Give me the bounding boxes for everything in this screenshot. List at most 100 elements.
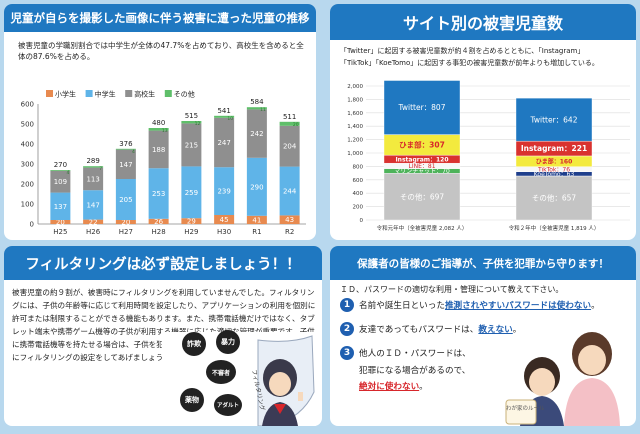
bar-value-label: 242: [250, 130, 263, 138]
number-badge-2: 2: [340, 322, 354, 336]
x-tick-label: H27: [119, 228, 133, 236]
bar-segment: [214, 115, 235, 118]
bar-segment: [214, 167, 235, 215]
bar-total-label: 480: [152, 119, 165, 127]
bubble-violence: 暴力: [216, 330, 240, 354]
x-tick-label: H26: [86, 228, 101, 236]
bar-segment-label: ひま部：307: [399, 139, 445, 149]
bar-segment-label: Twitter：642: [530, 115, 578, 124]
card-guardian-guidance-title: 保護者の皆様のご指導が、子供を犯罪から守ります！: [330, 246, 636, 280]
guidance-item-1-em: 推測されやすいパスワードは使わない: [444, 301, 592, 311]
y-tick-label: 2,000: [347, 84, 363, 90]
bar-total-label: 515: [185, 112, 198, 120]
legend-swatch: [46, 90, 53, 97]
shield-child-illustration: フィルタリング: [250, 335, 315, 426]
card-filtering-title: フィルタリングは必ず設定しましょう！！: [4, 246, 322, 280]
card-victim-trend-desc: 被害児童の学職別割合では中学生が全体の47.7%を占めており、高校生を含めると全…: [18, 41, 304, 62]
bar-value-label: 113: [86, 175, 99, 183]
bar-segment: [83, 219, 104, 224]
bar-segment-label: ひま部：160: [536, 157, 573, 165]
number-badge-3: 3: [340, 346, 354, 360]
bar-segment: [383, 173, 461, 221]
guidance-item-3-post: 。: [419, 382, 428, 392]
bar-segment: [148, 168, 169, 219]
y-tick-label: 0: [360, 218, 364, 224]
bar-value-label: 205: [119, 196, 132, 204]
bar-value-label: 11: [260, 107, 266, 113]
bar-segment-label: その他：657: [532, 193, 577, 203]
bar-segment-label: KoeTomo：63: [534, 171, 575, 178]
bar-value-label: 244: [283, 188, 297, 196]
guidance-item-2-pre: 友達であってもパスワードは、: [359, 325, 479, 335]
bar-value-label: 20: [56, 219, 65, 227]
bar-value-label: 239: [217, 188, 230, 196]
bar-total-label: 584: [250, 98, 264, 106]
bar-value-label: 215: [185, 141, 198, 149]
bar-total-label: 289: [86, 157, 99, 165]
bar-segment: [515, 175, 593, 221]
guidance-item-2-em: 教えない: [478, 325, 513, 335]
card-guardian-guidance: 保護者の皆様のご指導が、子供を犯罪から守ります！ ＩＤ、パスワードの適切な利用・…: [330, 246, 636, 426]
legend-swatch: [125, 90, 133, 97]
y-tick-label: 400: [21, 141, 34, 149]
bar-segment-label: その他：697: [400, 191, 445, 201]
guidance-intro: ＩＤ、パスワードの適切な利用・管理について教えて下さい。: [340, 285, 564, 294]
y-tick-label: 1,600: [347, 111, 363, 117]
bar-segment: [50, 170, 71, 193]
bar-segment: [50, 170, 71, 171]
y-tick-label: 1,200: [347, 138, 363, 144]
guidance-item-3: 3 他人のＩＤ・パスワードは、 犯罪になる場合があるので、 絶対に使わない。: [340, 346, 500, 392]
bar-segment: [50, 192, 71, 220]
bar-value-label: 147: [86, 201, 99, 209]
bar-value-label: 290: [250, 183, 263, 191]
bar-segment: [515, 97, 593, 142]
legend-label: その他: [174, 90, 195, 99]
card-site-victims-desc-2: 「TikTok」「KoeTomo」に起因する事犯の被害児童数が前年よりも増加して…: [340, 59, 599, 67]
bar-value-label: 4: [67, 170, 70, 176]
bar-value-label: 45: [220, 216, 229, 224]
bar-segment: [214, 117, 235, 168]
bubble-fraud: 詐欺: [182, 332, 206, 356]
bar-segment: [246, 109, 267, 158]
guidance-item-2: 2 友達であってもパスワードは、教えない。: [340, 322, 630, 336]
bar-segment: [83, 167, 104, 191]
legend-label: 高校生: [134, 90, 155, 99]
legend-swatch: [85, 90, 93, 97]
bar-segment: [181, 121, 202, 124]
legend-swatch: [164, 90, 172, 97]
bar-segment: [115, 148, 136, 150]
bar-segment: [279, 166, 300, 216]
card-site-victims-desc-1: 「Twitter」に起因する被害児童数が約４割を占めるとともに、「Instagr…: [340, 47, 585, 55]
bar-segment: [148, 130, 169, 169]
bar-value-label: 188: [152, 146, 165, 154]
bar-value-label: 247: [217, 139, 230, 147]
bar-value-label: 12: [195, 121, 201, 127]
x-tick-label: H30: [217, 228, 231, 236]
y-tick-label: 1,000: [347, 151, 363, 157]
bar-segment: [115, 149, 136, 179]
y-tick-label: 100: [21, 201, 34, 209]
bar-value-label: 253: [152, 190, 165, 198]
x-tick-label: R2: [285, 228, 294, 236]
bar-total-label: 376: [119, 140, 133, 148]
bar-segment: [50, 220, 71, 224]
bar-segment: [181, 166, 202, 219]
card-site-victims-title: サイト別の被害児童数: [330, 4, 636, 40]
y-tick-label: 300: [21, 161, 34, 169]
bar-segment: [181, 123, 202, 167]
bar-value-label: 13: [162, 128, 168, 134]
bar-value-label: 259: [185, 189, 198, 197]
bar-segment: [246, 157, 267, 216]
bar-value-label: 137: [54, 203, 67, 211]
y-tick-label: 400: [353, 191, 364, 197]
bar-value-label: 147: [119, 161, 132, 169]
bar-value-label: 26: [154, 218, 163, 226]
bar-segment: [246, 107, 267, 110]
bar-value-label: 10: [227, 116, 233, 122]
bar-total-label: 541: [217, 107, 230, 115]
house-rule-caption: わが家のルール: [506, 406, 545, 412]
bubble-adult: アダルト: [214, 394, 242, 416]
bar-segment: [83, 190, 104, 220]
bar-segment-label: TikTok：76: [537, 166, 570, 173]
